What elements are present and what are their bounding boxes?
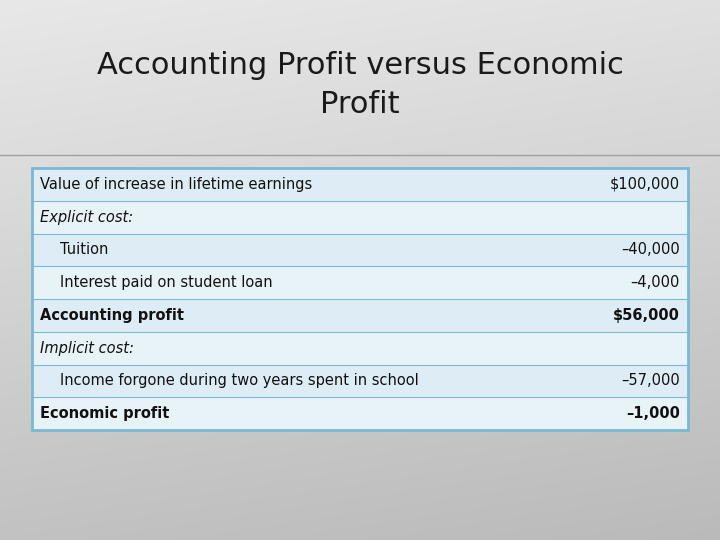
Text: –57,000: –57,000 [621, 373, 680, 388]
Bar [32, 168, 688, 430]
Text: $100,000: $100,000 [610, 177, 680, 192]
Bar [32, 168, 688, 201]
Text: –4,000: –4,000 [631, 275, 680, 290]
Text: Economic profit: Economic profit [40, 406, 169, 421]
Text: Explicit cost:: Explicit cost: [40, 210, 133, 225]
Text: Accounting Profit versus Economic
Profit: Accounting Profit versus Economic Profit [96, 51, 624, 119]
Bar [32, 397, 688, 430]
Text: –1,000: –1,000 [626, 406, 680, 421]
Text: Tuition: Tuition [60, 242, 109, 258]
Text: Implicit cost:: Implicit cost: [40, 341, 134, 356]
Bar [32, 332, 688, 364]
Bar [32, 168, 688, 430]
Bar [32, 266, 688, 299]
Text: Interest paid on student loan: Interest paid on student loan [60, 275, 273, 290]
Text: Income forgone during two years spent in school: Income forgone during two years spent in… [60, 373, 419, 388]
Text: –40,000: –40,000 [621, 242, 680, 258]
Bar [32, 364, 688, 397]
Bar [32, 299, 688, 332]
Text: Accounting profit: Accounting profit [40, 308, 184, 323]
Text: $56,000: $56,000 [613, 308, 680, 323]
Text: Value of increase in lifetime earnings: Value of increase in lifetime earnings [40, 177, 312, 192]
Bar [32, 233, 688, 266]
Bar [32, 201, 688, 233]
